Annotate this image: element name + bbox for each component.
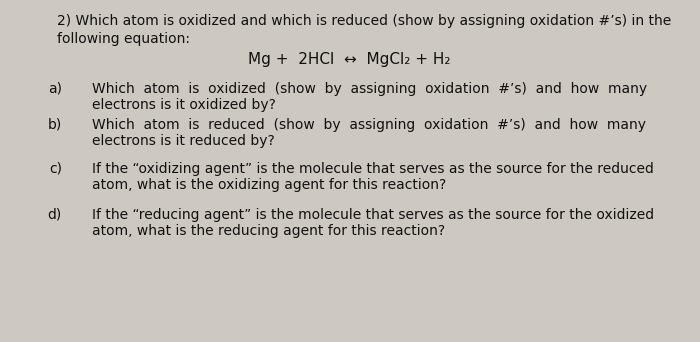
Text: atom, what is the oxidizing agent for this reaction?: atom, what is the oxidizing agent for th… xyxy=(92,178,447,192)
Text: electrons is it reduced by?: electrons is it reduced by? xyxy=(92,134,274,148)
Text: b): b) xyxy=(48,118,62,132)
Text: If the “oxidizing agent” is the molecule that serves as the source for the reduc: If the “oxidizing agent” is the molecule… xyxy=(92,162,654,176)
Text: atom, what is the reducing agent for this reaction?: atom, what is the reducing agent for thi… xyxy=(92,224,445,238)
Text: d): d) xyxy=(48,208,62,222)
Text: Which  atom  is  reduced  (show  by  assigning  oxidation  #’s)  and  how  many: Which atom is reduced (show by assigning… xyxy=(92,118,646,132)
Text: c): c) xyxy=(49,162,62,176)
Text: Which  atom  is  oxidized  (show  by  assigning  oxidation  #’s)  and  how  many: Which atom is oxidized (show by assignin… xyxy=(92,82,647,96)
Text: electrons is it oxidized by?: electrons is it oxidized by? xyxy=(92,98,276,112)
Text: Mg +  2HCl  ↔  MgCl₂ + H₂: Mg + 2HCl ↔ MgCl₂ + H₂ xyxy=(248,52,451,67)
Text: 2) Which atom is oxidized and which is reduced (show by assigning oxidation #’s): 2) Which atom is oxidized and which is r… xyxy=(57,14,671,28)
Text: If the “reducing agent” is the molecule that serves as the source for the oxidiz: If the “reducing agent” is the molecule … xyxy=(92,208,654,222)
Text: following equation:: following equation: xyxy=(57,32,190,46)
Text: a): a) xyxy=(48,82,62,96)
